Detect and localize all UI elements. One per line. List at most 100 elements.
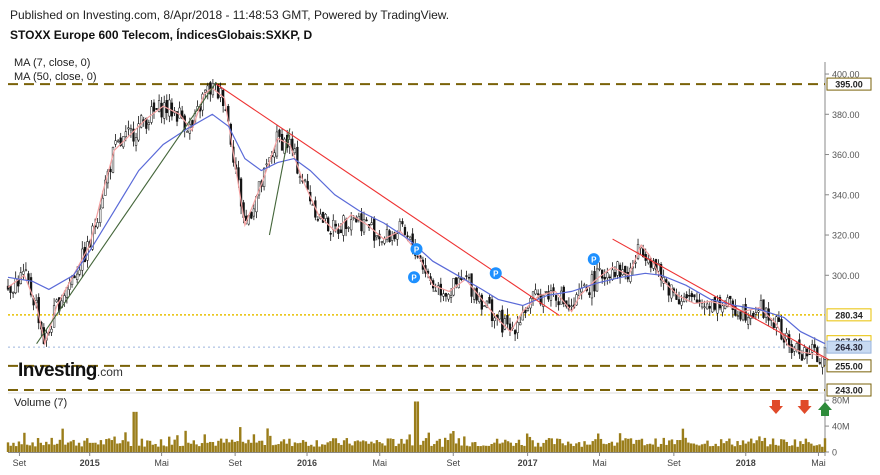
candle-body	[611, 269, 614, 280]
volume-bar	[99, 440, 103, 452]
volume-bar	[575, 443, 578, 452]
volume-bar	[310, 444, 313, 452]
volume-bar	[629, 438, 633, 452]
volume-bar	[506, 441, 510, 452]
candle-body	[754, 312, 757, 315]
volume-bar	[657, 446, 660, 452]
volume-bar	[774, 444, 778, 452]
candle-body	[747, 317, 750, 325]
volume-bar	[706, 440, 709, 452]
volume-bar	[760, 441, 764, 452]
volume-bar	[381, 443, 384, 452]
volume-bar	[405, 439, 409, 452]
volume-tick-label: 0	[832, 448, 837, 458]
volume-bar	[542, 442, 545, 452]
volume-bar	[504, 439, 507, 452]
candle-body	[695, 299, 699, 303]
candle-body	[352, 217, 355, 219]
volume-bar	[34, 446, 37, 452]
volume-bar	[487, 445, 491, 452]
x-tick-label: 2016	[297, 458, 317, 468]
volume-bar	[383, 445, 387, 452]
volume-bar	[83, 440, 86, 452]
candle-body	[24, 269, 28, 272]
volume-label: Volume (7)	[14, 397, 68, 409]
volume-bar	[94, 442, 97, 452]
candle-body	[99, 208, 102, 223]
candle-body	[811, 344, 814, 353]
candle-body	[642, 248, 645, 257]
candle-body	[408, 236, 412, 240]
volume-bar	[416, 401, 420, 452]
volume-bar	[359, 441, 362, 452]
volume-bar	[271, 445, 275, 452]
volume-bar	[785, 441, 788, 452]
volume-bar	[430, 445, 433, 452]
candle-body	[50, 328, 53, 333]
volume-bar	[640, 438, 644, 452]
volume-bar	[290, 446, 294, 452]
volume-bar	[198, 446, 201, 452]
volume-bar	[635, 439, 638, 452]
candle-body	[483, 305, 486, 307]
volume-bar	[217, 440, 220, 452]
volume-bar	[263, 445, 267, 452]
volume-bar	[356, 440, 359, 452]
candle-body	[506, 315, 509, 325]
volume-bar	[673, 444, 676, 452]
trendline-resistance-minor	[268, 128, 291, 236]
volume-bar	[88, 442, 92, 452]
price-tick-label: 300.00	[832, 271, 860, 281]
candle-body	[693, 294, 696, 298]
volume-bar	[534, 446, 537, 452]
candle-body	[11, 292, 15, 294]
volume-bar	[184, 430, 187, 452]
x-tick-label: Mai	[811, 458, 826, 468]
volume-bar	[449, 433, 452, 452]
logo-main: Investing	[18, 360, 97, 381]
volume-bar	[211, 442, 215, 452]
volume-bar	[678, 440, 682, 452]
volume-bar	[53, 444, 56, 452]
volume-bar	[463, 436, 466, 452]
volume-bar	[392, 438, 395, 452]
volume-bar	[351, 445, 354, 452]
candle-body	[303, 179, 307, 182]
volume-bar	[610, 441, 614, 452]
candle-body	[772, 322, 775, 328]
volume-bar	[443, 437, 447, 452]
candle-body	[278, 129, 281, 137]
candle-body	[455, 277, 458, 285]
candle-body	[165, 100, 168, 114]
candle-body	[667, 282, 670, 296]
volume-bar	[550, 438, 553, 452]
volume-bar	[288, 438, 291, 452]
volume-bar	[411, 445, 414, 452]
candle-body	[216, 83, 220, 99]
volume-bar	[394, 446, 398, 452]
volume-bar	[427, 432, 430, 452]
volume-bar	[195, 444, 198, 452]
volume-bar	[159, 439, 163, 452]
candle-body	[6, 285, 10, 290]
candle-body	[739, 311, 742, 320]
candle-body	[606, 272, 609, 279]
volume-bar	[662, 437, 665, 452]
candle-body	[337, 229, 340, 234]
volume-bar	[591, 441, 594, 452]
candle-body	[116, 140, 120, 143]
candle-body	[677, 299, 681, 304]
pivot-marker	[489, 267, 502, 280]
candle-body	[823, 347, 827, 360]
volume-bar	[247, 439, 250, 452]
candle-body	[790, 344, 793, 353]
candle-body	[442, 293, 445, 297]
volume-bar	[364, 441, 368, 452]
volume-bar	[181, 445, 185, 452]
candle-body	[670, 284, 673, 299]
volume-bar	[545, 439, 548, 452]
candle-body	[741, 307, 745, 321]
candle-body	[703, 306, 706, 309]
volume-bar	[692, 443, 696, 452]
